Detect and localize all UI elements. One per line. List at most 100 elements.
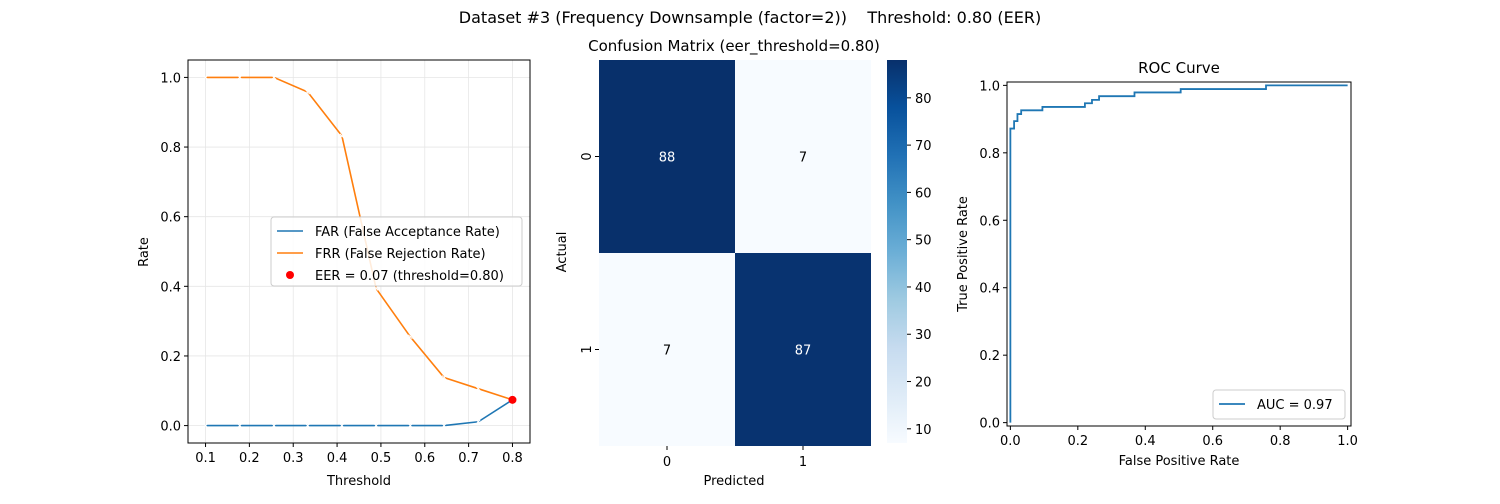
far-frr-y-tick-label: 0.0	[160, 420, 181, 435]
roc-series	[1009, 84, 1348, 423]
colorbar-tick-label: 40	[915, 281, 932, 296]
colorbar-tick-label: 50	[915, 234, 932, 249]
roc-y-tick-label: 0.2	[979, 349, 1000, 364]
legend-swatch	[286, 271, 294, 279]
far-frr-x-axis-label: Threshold	[326, 474, 391, 489]
far-frr-y-tick-label: 0.4	[160, 280, 181, 295]
data-point-marker	[373, 423, 379, 428]
legend-label: FAR (False Acceptance Rate)	[315, 225, 500, 240]
data-point-marker	[339, 423, 345, 428]
far-frr-x-tick-label: 0.7	[458, 451, 479, 466]
figure-title: Dataset #3 (Frequency Downsample (factor…	[459, 8, 1041, 27]
roc-y-tick-label: 0.4	[979, 282, 1000, 297]
confusion-matrix-ticks: 0 1 0 1	[580, 152, 807, 470]
far-frr-y-tick-label: 0.2	[160, 350, 181, 365]
colorbar-bar	[887, 60, 907, 443]
colorbar-tick-label: 70	[915, 139, 932, 154]
data-point-marker	[407, 423, 413, 428]
roc-legend: AUC = 0.97	[1212, 389, 1346, 420]
data-point-marker	[475, 386, 481, 392]
data-point-marker	[305, 423, 311, 428]
far-frr-y-tick-label: 0.6	[160, 211, 181, 226]
data-point-marker	[475, 419, 481, 425]
roc-y-tick-label: 0.0	[979, 417, 1000, 432]
confusion-y-tick-label: 1	[580, 345, 595, 353]
roc-x-tick-label: 0.4	[1135, 434, 1156, 449]
roc-x-tick-label: 1.0	[1337, 434, 1358, 449]
data-point-marker	[203, 75, 208, 80]
far-frr-x-tick-label: 0.3	[283, 451, 304, 466]
far-frr-x-tick-label: 0.1	[195, 451, 216, 466]
far-frr-x-tick-label: 0.5	[371, 451, 392, 466]
colorbar-tick-label: 20	[915, 376, 932, 391]
data-point-marker	[373, 286, 379, 291]
far-frr-y-tick-label: 1.0	[160, 71, 181, 86]
heatmap-cell	[735, 60, 871, 253]
legend-box	[270, 216, 523, 287]
colorbar-tick-label: 80	[915, 92, 932, 107]
roc-chart: ROC Curve 0.0 0.2 0.4 0.6 0.8 1.0 0.0 0.2 0.4 0.6…	[956, 59, 1358, 469]
far-frr-legend: FAR (False Acceptance Rate) FRR (False Re…	[270, 216, 523, 287]
roc-y-axis-label: True Positive Rate	[956, 196, 971, 313]
data-point-marker	[441, 375, 447, 380]
far-frr-series	[203, 75, 517, 428]
far-frr-y-axis-label: Rate	[137, 237, 152, 267]
heatmap-cell	[599, 60, 735, 253]
series-line-frr	[205, 76, 513, 401]
confusion-x-tick-label: 1	[799, 455, 807, 470]
far-frr-x-tick-label: 0.2	[239, 451, 260, 466]
colorbar-tick-label: 30	[915, 328, 932, 343]
far-frr-x-tick-label: 0.8	[502, 451, 523, 466]
data-point-marker	[203, 423, 208, 428]
legend-box	[1212, 389, 1346, 420]
confusion-matrix-y-axis-label: Actual	[555, 232, 570, 273]
far-frr-x-tick-label: 0.4	[327, 451, 348, 466]
roc-y-tick-label: 0.6	[979, 214, 1000, 229]
legend-label: EER = 0.07 (threshold=0.80)	[315, 269, 504, 284]
confusion-x-tick-label: 0	[663, 455, 671, 470]
roc-plot-frame	[1006, 81, 1352, 427]
cell-value-label: 7	[663, 344, 671, 359]
colorbar: 10 20 30 40 50 60 70 80	[887, 60, 932, 443]
far-frr-plot-frame	[187, 59, 531, 444]
roc-x-axis-label: False Positive Rate	[1119, 454, 1240, 469]
confusion-matrix-title: Confusion Matrix (eer_threshold=0.80)	[588, 37, 880, 56]
heatmap-cell	[599, 253, 735, 446]
data-point-marker	[339, 133, 345, 139]
roc-x-tick-label: 0.6	[1202, 434, 1223, 449]
roc-curve-line	[1009, 84, 1348, 423]
data-point-marker	[271, 423, 277, 428]
cell-value-label: 88	[659, 151, 676, 166]
data-point-marker	[237, 75, 243, 80]
data-point-marker	[305, 89, 311, 95]
confusion-y-tick-label: 0	[580, 152, 595, 160]
legend-label: FRR (False Rejection Rate)	[315, 247, 486, 262]
cell-value-label: 7	[799, 151, 807, 166]
data-point-marker	[271, 75, 277, 80]
far-frr-x-tick-label: 0.6	[414, 451, 435, 466]
far-frr-chart: 0.1 0.2 0.3 0.4 0.5 0.6 0.7 0.8 0.0 0.2 0.4 0.6 0.8 1…	[137, 59, 531, 489]
roc-title: ROC Curve	[1138, 59, 1220, 77]
legend-label: AUC = 0.97	[1257, 398, 1333, 413]
confusion-matrix-x-axis-label: Predicted	[703, 474, 764, 489]
heatmap-cell	[735, 253, 871, 446]
confusion-matrix-cells: 88 7 7 87	[599, 60, 871, 446]
data-point-marker	[237, 423, 243, 428]
data-point-marker	[441, 423, 447, 428]
roc-ticks: 0.0 0.2 0.4 0.6 0.8 1.0 0.0 0.2 0.4 0.6 0.8 1.0	[979, 79, 1358, 449]
colorbar-tick-label: 60	[915, 186, 932, 201]
colorbar-tick-label: 10	[915, 423, 932, 438]
roc-x-tick-label: 0.0	[1000, 434, 1021, 449]
eer-point	[508, 395, 517, 404]
roc-y-tick-label: 0.8	[979, 147, 1000, 162]
series-line-far	[205, 399, 513, 427]
roc-x-tick-label: 0.8	[1270, 434, 1291, 449]
cell-value-label: 87	[795, 344, 812, 359]
roc-x-tick-label: 0.2	[1067, 434, 1088, 449]
far-frr-ticks: 0.1 0.2 0.3 0.4 0.5 0.6 0.7 0.8 0.0 0.2 0.4 0.6 0.8 1…	[160, 71, 522, 466]
far-frr-y-tick-label: 0.8	[160, 141, 181, 156]
confusion-matrix-chart: Confusion Matrix (eer_threshold=0.80) 88…	[555, 37, 932, 489]
data-point-marker	[407, 334, 413, 340]
